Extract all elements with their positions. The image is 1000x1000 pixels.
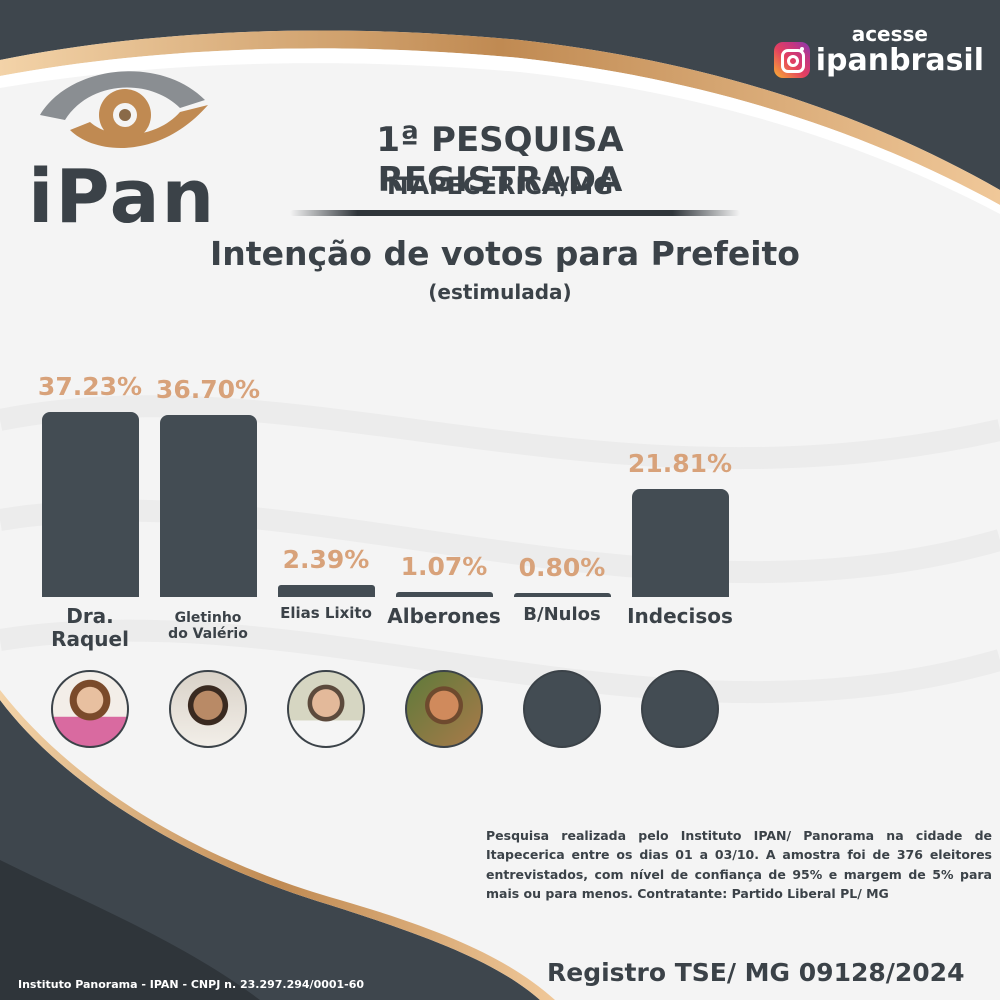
ipan-logo-text: iPan [28,154,217,240]
candidate-photo-avatar [287,670,365,748]
candidate-photo-avatar [405,670,483,748]
instagram-prompt: acesse [851,22,928,46]
bar-value-label: 1.07% [400,551,488,581]
survey-title: 1ª PESQUISA REGISTRADA [376,120,624,200]
bar [631,488,729,597]
chart-heading: Intenção de votos para Prefeito [210,234,800,273]
bar [513,593,611,597]
bar [41,412,139,597]
candidate-photo-avatar [169,670,247,748]
bar [159,414,257,597]
institute-footer: Instituto Panorama - IPAN - CNPJ n. 23.2… [18,978,365,991]
category-label: Indecisos [627,604,733,628]
registration-number: Registro TSE/ MG 09128/2024 [547,958,965,987]
category-label: Gletinho do Valério [168,610,248,643]
bar-value-label: 0.80% [518,553,606,582]
category-label: Elias Lixito [280,604,372,622]
instagram-handle: ipanbrasil [815,42,984,78]
bar-value-label: 21.81% [627,448,733,478]
category-label: Alberones [387,604,501,628]
methodology-note: Pesquisa realizada pelo Instituto IPAN/ … [486,828,992,902]
bar [277,585,375,597]
bar-value-label: 37.23% [37,372,143,401]
category-label: B/Nulos [523,604,601,625]
bar [395,591,493,597]
bar-value-label: 36.70% [155,374,261,404]
category-label: Dra. Raquel [51,604,129,651]
candidate-photo-avatar [51,670,129,748]
instagram-badge[interactable]: ipanbrasil [773,42,984,78]
blank-avatar-circle [641,670,719,748]
blank-avatar-circle [523,670,601,748]
survey-location: ITAPECERICA/MG [387,172,613,200]
bar-value-label: 2.39% [282,545,370,575]
chart-subheading: (estimulada) [428,280,572,304]
ipan-logo-icon [40,71,208,148]
title-divider [290,210,740,216]
instagram-icon [773,42,810,78]
